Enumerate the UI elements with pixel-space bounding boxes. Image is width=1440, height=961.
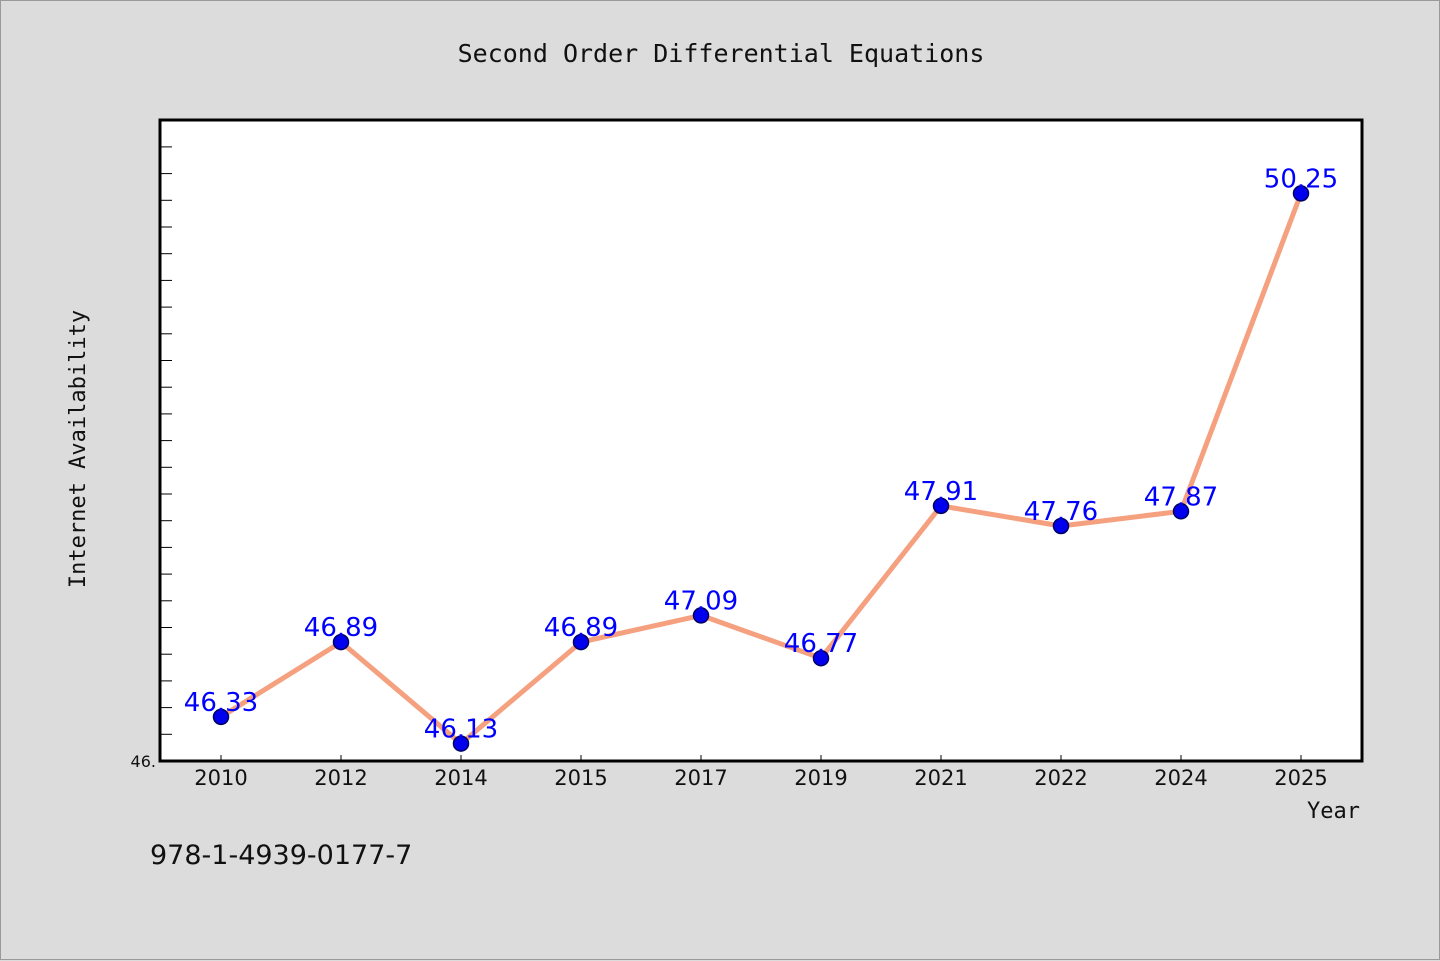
y-axis-minor-ticks <box>160 146 172 762</box>
series-markers <box>212 185 1310 752</box>
data-label: 46.89 <box>544 613 618 643</box>
x-axis-label: Year <box>1307 799 1360 824</box>
data-point <box>452 735 470 752</box>
x-tick-label: 2012 <box>314 766 367 790</box>
data-label: 50.25 <box>1264 164 1338 194</box>
data-label: 46.89 <box>304 613 378 643</box>
data-point <box>1052 517 1070 535</box>
chart-title: Second Order Differential Equations <box>458 39 985 68</box>
y-axis-tick-label: 46. <box>131 752 156 771</box>
y-axis-label: Internet Availability <box>66 310 91 588</box>
data-label: 46.33 <box>184 688 258 718</box>
series-line <box>218 190 1304 747</box>
x-tick-label: 2010 <box>194 766 247 790</box>
x-tick-label: 2021 <box>914 766 967 790</box>
x-tick-label: 2014 <box>434 766 487 790</box>
x-axis-tick-labels: 2010 2012 2014 2015 2017 2019 2021 2022 2024 2025 <box>194 766 1327 790</box>
data-label: 47.09 <box>664 586 738 616</box>
series-data-labels: 46.33 46.89 46.13 46.89 47.09 46.77 47.91 47.76… <box>184 164 1338 744</box>
x-axis-ticks <box>220 755 1302 761</box>
data-label: 47.91 <box>904 477 978 507</box>
data-point <box>692 607 710 624</box>
data-point <box>332 633 350 651</box>
data-label: 47.87 <box>1144 482 1218 512</box>
data-point <box>812 649 830 667</box>
data-label: 46.77 <box>784 629 858 659</box>
x-tick-label: 2015 <box>554 766 607 790</box>
x-tick-label: 2017 <box>674 766 727 790</box>
plot-area <box>158 118 1364 763</box>
x-tick-label: 2019 <box>794 766 847 790</box>
data-label: 47.76 <box>1024 497 1098 527</box>
x-tick-label: 2022 <box>1034 766 1087 790</box>
data-point <box>212 708 230 726</box>
x-tick-label: 2024 <box>1154 766 1207 790</box>
data-point <box>932 497 950 515</box>
data-point <box>572 633 590 651</box>
data-label: 46.13 <box>424 715 498 745</box>
x-tick-label: 2025 <box>1274 766 1327 790</box>
data-point <box>1292 185 1310 202</box>
isbn-footer: 978-1-4939-0177-7 <box>150 840 412 871</box>
data-point <box>1172 503 1190 520</box>
